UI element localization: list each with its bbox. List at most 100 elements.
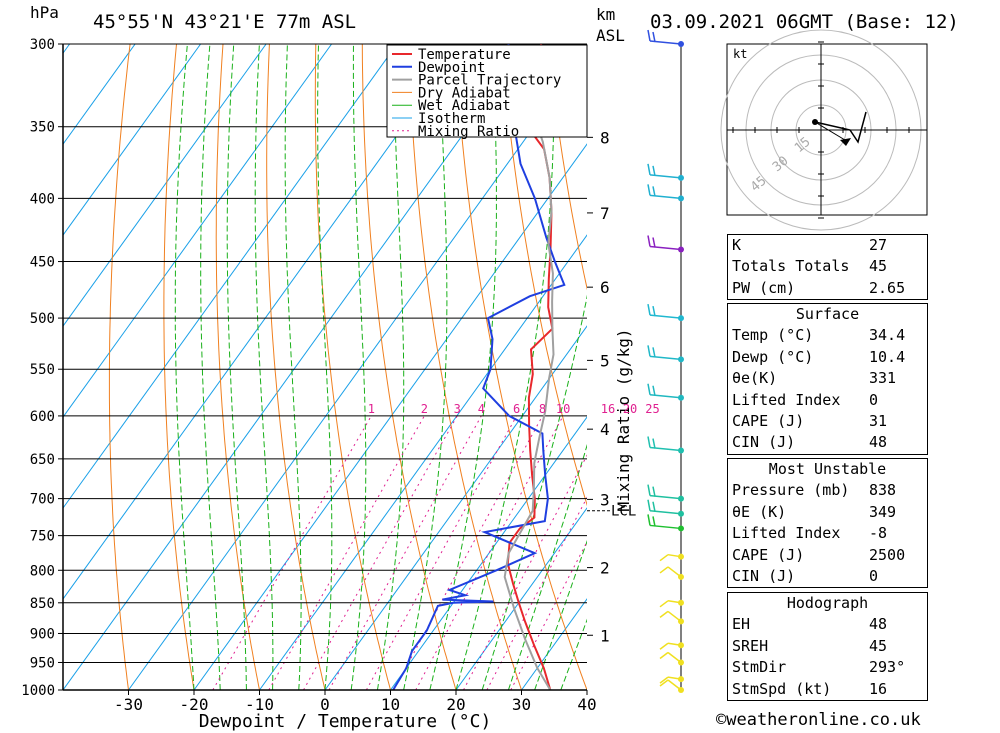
isotherm-line bbox=[63, 44, 333, 418]
hodograph-row: EH 48 bbox=[728, 614, 927, 635]
most_unstable-row: θE (K) 349 bbox=[728, 502, 927, 523]
y-tick-label: 500 bbox=[30, 311, 55, 327]
km-tick-label: 4 bbox=[600, 420, 610, 439]
x-tick-label: -30 bbox=[114, 695, 143, 714]
mixing-ratio-label: 25 bbox=[645, 402, 659, 416]
surface-value: 0 bbox=[869, 390, 879, 409]
dry-adiabat-line bbox=[314, 44, 391, 690]
dry-adiabat-line bbox=[920, 44, 1000, 690]
mixing-ratio-line bbox=[303, 415, 458, 690]
most_unstable-row: CIN (J) 0 bbox=[728, 566, 927, 587]
x-axis-title: Dewpoint / Temperature (°C) bbox=[199, 711, 492, 732]
wind-barb bbox=[647, 163, 682, 179]
top-value: 27 bbox=[869, 236, 888, 254]
dry-adiabat-line bbox=[215, 44, 260, 690]
asl-label: ASL bbox=[596, 26, 625, 45]
wind-barb bbox=[647, 436, 682, 452]
wind-barb bbox=[647, 484, 682, 500]
wind-barb bbox=[659, 676, 682, 684]
surface-label: θe(K) bbox=[732, 369, 778, 388]
wind-barb bbox=[647, 184, 682, 200]
hodograph-value: 48 bbox=[869, 615, 888, 634]
legend-box bbox=[386, 44, 588, 138]
km-label: km bbox=[596, 5, 616, 24]
wet-adiabat-line bbox=[174, 44, 195, 690]
top-label: Totals Totals bbox=[732, 257, 850, 276]
isotherm-line bbox=[455, 507, 587, 690]
surface-row: Dewp (°C) 10.4 bbox=[728, 347, 927, 368]
wet-adiabat-line bbox=[317, 44, 333, 690]
surface-row: CIN (J) 48 bbox=[728, 432, 927, 453]
x-tick-label: 20 bbox=[446, 695, 465, 714]
wet-adiabat-line bbox=[429, 44, 497, 690]
wind-barb bbox=[647, 514, 682, 530]
surface-label: Dewp (°C) bbox=[732, 347, 814, 366]
surface-label: CIN (J) bbox=[732, 433, 796, 452]
most-unstable-table: Most Unstable Pressure (mb) 838 θE (K) 349 L… bbox=[727, 458, 928, 589]
hodograph-table: Hodograph EH 48 SREH 45 StmDir 293° StmSpd (kt… bbox=[727, 592, 928, 701]
km-tick-label: 8 bbox=[600, 128, 610, 147]
hodograph-label: StmSpd (kt) bbox=[732, 679, 832, 698]
surface-table: Surface Temp (°C) 34.4 Dewp (°C) 10.4 θe(K) 3… bbox=[727, 303, 928, 455]
wet-adiabat-line bbox=[534, 539, 587, 690]
surface-label: Temp (°C) bbox=[732, 326, 814, 345]
wind-barb bbox=[659, 651, 682, 664]
mixing-ratio-line bbox=[328, 415, 482, 690]
dry-adiabat-line bbox=[547, 44, 587, 291]
surface-label: Lifted Index bbox=[732, 390, 841, 409]
km-tick-label: 1 bbox=[600, 626, 610, 645]
x-tick-label: -20 bbox=[180, 695, 209, 714]
hodograph-value: 16 bbox=[869, 679, 888, 698]
most_unstable-row: CAPE (J) 2500 bbox=[728, 545, 927, 566]
wind-barb bbox=[647, 345, 682, 361]
surface-value: 48 bbox=[869, 433, 888, 452]
mixing-ratio-line bbox=[268, 415, 425, 690]
x-tick-label: 10 bbox=[381, 695, 400, 714]
legend-entry: Wet Adiabat bbox=[418, 98, 511, 114]
surface-value: 31 bbox=[869, 411, 888, 430]
wind-barb bbox=[659, 553, 682, 562]
y-tick-label: 650 bbox=[30, 452, 55, 468]
wet-adiabat-line bbox=[226, 44, 247, 690]
isotherm-line bbox=[259, 234, 587, 690]
legend-entry: Dewpoint bbox=[418, 60, 485, 76]
isotherm-line bbox=[63, 44, 529, 690]
most_unstable-value: 838 bbox=[869, 481, 897, 500]
hodograph-unit-label: kt bbox=[733, 47, 747, 61]
location-title: 45°55'N 43°21'E 77m ASL bbox=[93, 11, 357, 33]
mixing-ratio-label: 3 bbox=[454, 402, 461, 416]
isotherm-line bbox=[324, 325, 587, 690]
top-label: PW (cm) bbox=[732, 278, 796, 297]
y-tick-label: 900 bbox=[30, 626, 55, 642]
mixing-ratio-label: 1 bbox=[368, 402, 375, 416]
km-tick-label: 5 bbox=[600, 351, 610, 370]
wet-adiabat-line bbox=[507, 443, 587, 690]
most_unstable-label: Lifted Index bbox=[732, 524, 841, 543]
indices-top-table: K 27 Totals Totals 45 PW (cm) 2.65 bbox=[727, 234, 928, 301]
mixing-ratio-line bbox=[393, 415, 543, 690]
storm-motion-line bbox=[814, 121, 846, 141]
hodograph-trace bbox=[814, 111, 867, 144]
most_unstable-value: 2500 bbox=[869, 545, 906, 564]
surface-title: Surface bbox=[795, 305, 860, 323]
most-unstable-title: Most Unstable bbox=[768, 460, 887, 478]
mixing-ratio-line bbox=[365, 415, 518, 690]
dry-adiabat-line bbox=[454, 44, 587, 690]
hodograph-origin-point bbox=[812, 119, 818, 125]
y-tick-label: 600 bbox=[30, 409, 55, 425]
most_unstable-value: 349 bbox=[869, 502, 897, 521]
surface-value: 34.4 bbox=[869, 326, 906, 345]
y-tick-label: 400 bbox=[30, 191, 55, 207]
hodograph-row: StmDir 293° bbox=[728, 657, 927, 678]
credit-text: ©weatheronline.co.uk bbox=[716, 710, 921, 730]
wet-adiabat-line bbox=[350, 44, 367, 690]
hodograph-row: SREH 45 bbox=[728, 636, 927, 657]
most_unstable-label: θE (K) bbox=[732, 502, 787, 521]
wind-barb bbox=[647, 235, 682, 251]
mixing-ratio-label: 8 bbox=[539, 402, 546, 416]
surface-row: Temp (°C) 34.4 bbox=[728, 325, 927, 346]
surface-row: θe(K) 331 bbox=[728, 368, 927, 389]
wind-barb bbox=[659, 610, 682, 623]
legend-entry: Dry Adiabat bbox=[418, 85, 511, 101]
